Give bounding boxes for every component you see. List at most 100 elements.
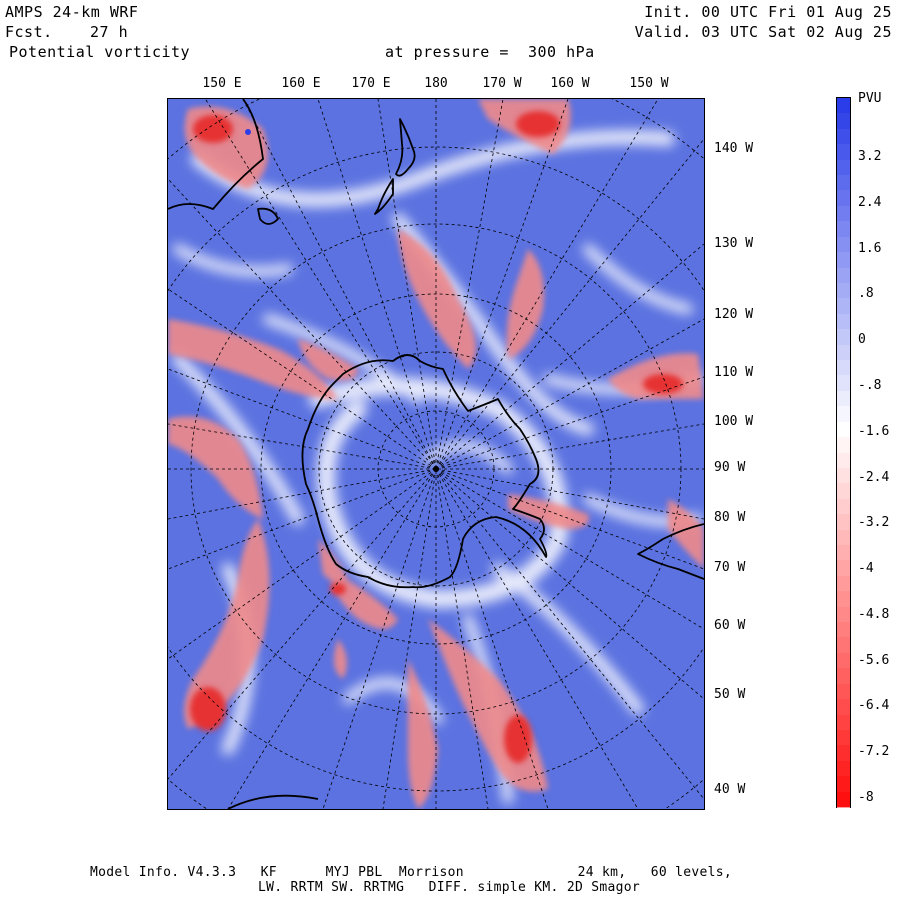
colorbar-segment <box>837 421 850 439</box>
map-panel <box>167 98 705 810</box>
colorbar-segment <box>837 190 850 208</box>
right-lon-label: 50 W <box>714 687 746 702</box>
south-america-coast <box>637 523 704 580</box>
colorbar-tick-label: 1.6 <box>858 240 882 256</box>
australia-coast <box>168 99 264 210</box>
colorbar-segment <box>837 113 850 131</box>
colorbar-segment <box>837 282 850 300</box>
colorbar-tick-label: -2.4 <box>858 469 890 485</box>
colorbar-segment <box>837 128 850 146</box>
right-lon-label: 110 W <box>714 365 754 380</box>
colorbar-segment <box>837 683 850 701</box>
header-level: at pressure = 300 hPa <box>385 43 595 61</box>
top-lon-label: 160 E <box>281 76 321 91</box>
colorbar-segment <box>837 591 850 609</box>
colorbar-tick-label: -6.4 <box>858 698 890 714</box>
right-lon-label: 80 W <box>714 510 746 525</box>
coastlines <box>168 99 704 809</box>
colorbar-segment <box>837 175 850 192</box>
colorbar-tick-label: -4 <box>858 561 874 577</box>
colorbar-segment <box>837 360 850 377</box>
colorbar-segment <box>837 467 850 485</box>
top-lon-label: 170 E <box>351 76 391 91</box>
colorbar-segment <box>837 729 850 747</box>
colorbar-segment <box>837 236 850 254</box>
header-valid: Valid. 03 UTC Sat 02 Aug 25 <box>634 23 892 41</box>
top-lon-label: 150 W <box>629 76 669 91</box>
colorbar-tick-label: -7.2 <box>858 744 890 760</box>
right-lon-label: 70 W <box>714 560 746 575</box>
top-lon-label: 170 W <box>482 76 522 91</box>
pv-positive-dot <box>245 129 251 135</box>
colorbar-tick-label: 2.4 <box>858 194 882 210</box>
colorbar-segment <box>837 483 850 501</box>
right-lon-label: 120 W <box>714 307 754 322</box>
colorbar-segment <box>837 760 850 778</box>
footer-model-info: Model Info. V4.3.3 KF MYJ PBL Morrison 2… <box>90 865 733 880</box>
colorbar-tick-label: -.8 <box>858 377 882 393</box>
colorbar-segment <box>837 344 850 362</box>
colorbar-segment <box>837 267 850 285</box>
colorbar-segment <box>837 514 850 532</box>
colorbar-segment <box>837 98 850 115</box>
colorbar-segment <box>837 714 850 732</box>
right-lon-label: 90 W <box>714 460 746 475</box>
top-lon-label: 160 W <box>550 76 590 91</box>
colorbar-tick-label: .8 <box>858 286 874 302</box>
australia-tasmania <box>257 207 279 225</box>
colorbar-segment <box>837 791 850 809</box>
colorbar-segment <box>837 544 850 562</box>
colorbar-segment <box>837 298 850 316</box>
new-zealand-north <box>395 118 416 177</box>
colorbar-segment <box>837 452 850 470</box>
right-lon-label: 60 W <box>714 618 746 633</box>
graticule <box>168 99 704 809</box>
new-zealand-south <box>374 178 394 215</box>
colorbar-tick-label: 0 <box>858 332 866 348</box>
right-lon-label: 100 W <box>714 414 754 429</box>
bottom-landmass <box>227 794 319 809</box>
right-lon-label: 40 W <box>714 782 746 797</box>
colorbar-tick-label: -3.2 <box>858 515 890 531</box>
colorbar-segment <box>837 668 850 686</box>
colorbar-segment <box>837 652 850 670</box>
colorbar-unit: PVU <box>858 91 882 106</box>
colorbar-segment <box>837 144 850 162</box>
right-lon-label: 130 W <box>714 236 754 251</box>
colorbar-segment <box>837 498 850 516</box>
colorbar-tick-label: 3.2 <box>858 149 882 164</box>
colorbar-segment <box>837 390 850 408</box>
colorbar-segment <box>837 776 850 794</box>
pv-map <box>168 99 704 809</box>
colorbar-tick-label: -5.6 <box>858 652 890 668</box>
header-field: Potential vorticity <box>9 43 191 61</box>
colorbar-segment <box>837 159 850 177</box>
strong-negative-pv-cores <box>190 111 683 763</box>
colorbar-segment <box>837 313 850 331</box>
colorbar-segment <box>837 575 850 593</box>
colorbar-segment <box>837 252 850 270</box>
colorbar-segment <box>837 329 850 347</box>
top-lon-label: 150 E <box>202 76 242 91</box>
colorbar-tick-label: -4.8 <box>858 606 890 622</box>
colorbar-segment <box>837 699 850 716</box>
colorbar <box>836 97 851 809</box>
top-lon-label: 180 <box>424 76 448 91</box>
colorbar-segment <box>837 375 850 393</box>
colorbar-segment <box>837 406 850 424</box>
antarctica-coastline <box>301 354 548 589</box>
colorbar-segment <box>837 745 850 763</box>
colorbar-segment <box>837 437 850 454</box>
footer-physics-info: LW. RRTM SW. RRTMG DIFF. simple KM. 2D S… <box>258 880 640 895</box>
colorbar-tick-label: -1.6 <box>858 423 890 439</box>
colorbar-segment <box>837 221 850 239</box>
colorbar-segment <box>837 637 850 655</box>
header-model: AMPS 24-km WRF <box>5 3 139 21</box>
header-init: Init. 00 UTC Fri 01 Aug 25 <box>644 3 892 21</box>
colorbar-segment <box>837 529 850 547</box>
colorbar-segment <box>837 622 850 639</box>
colorbar-segment <box>837 606 850 624</box>
header-fcst-label: Fcst. <box>5 23 53 41</box>
header-fcst-value: 27 h <box>90 23 129 41</box>
colorbar-segment <box>837 560 850 578</box>
